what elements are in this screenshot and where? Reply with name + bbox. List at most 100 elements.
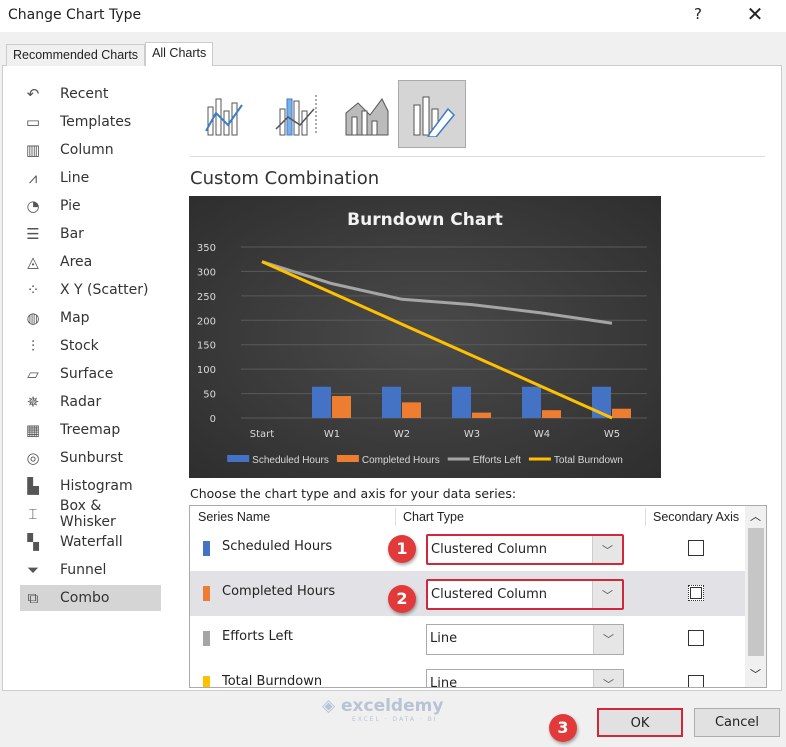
secondary-axis-checkbox[interactable] [688, 585, 704, 601]
series-name: Total Burndown [222, 674, 323, 688]
step-badge-3: 3 [549, 714, 577, 742]
chart-type-dropdown[interactable]: Clustered Column ﹀ [426, 579, 624, 610]
sidebar-item-label: Column [60, 142, 114, 158]
sidebar-item-line[interactable]: ⩘ Line [20, 165, 161, 191]
sidebar-item-bar[interactable]: ☰ Bar [20, 221, 161, 247]
series-name: Completed Hours [222, 584, 336, 599]
x-tick-label: W4 [534, 429, 550, 440]
series-prompt: Choose the chart type and axis for your … [190, 486, 517, 501]
step-badge-2: 2 [388, 585, 416, 613]
y-tick-label: 350 [197, 243, 216, 254]
legend-label: Efforts Left [473, 455, 521, 466]
table-row: Efforts Left Line ﹀ [190, 616, 745, 661]
recent-icon: ↶ [26, 85, 40, 103]
sidebar-item-templates[interactable]: ▭ Templates [20, 109, 161, 135]
combo-chart-icon: ⧉ [27, 589, 39, 607]
table-row: Scheduled Hours Clustered Column ﹀ [190, 526, 745, 571]
bar-completed-hours [542, 410, 561, 418]
sidebar-item-label: X Y (Scatter) [60, 282, 149, 298]
chevron-down-icon[interactable]: ﹀ [593, 625, 623, 654]
sidebar-item-funnel[interactable]: ⏷ Funnel [20, 557, 161, 583]
sidebar-item-histogram[interactable]: ▙ Histogram [20, 473, 161, 499]
scatter-chart-icon: ⁘ [26, 281, 40, 299]
sidebar-item-label: Combo [60, 590, 110, 606]
sidebar-item-recent[interactable]: ↶ Recent [20, 81, 161, 107]
secondary-axis-checkbox[interactable] [688, 540, 704, 556]
sidebar-item-treemap[interactable]: ▦ Treemap [20, 417, 161, 443]
y-tick-label: 0 [210, 414, 216, 425]
sidebar-item-pie[interactable]: ◔ Pie [20, 193, 161, 219]
area-chart-icon: ◬ [27, 253, 39, 271]
legend-swatch [227, 455, 250, 462]
sidebar-item-label: Treemap [60, 422, 121, 438]
cancel-button[interactable]: Cancel [694, 708, 780, 737]
sidebar-item-label: Map [60, 310, 90, 326]
secondary-axis-checkbox[interactable] [688, 630, 704, 646]
bar-completed-hours [612, 408, 631, 418]
pie-chart-icon: ◔ [26, 197, 40, 215]
line-efforts-left [261, 260, 613, 325]
combo-column-line-secondary-thumb[interactable] [262, 80, 330, 148]
tab-all-charts[interactable]: All Charts [145, 42, 214, 66]
sidebar-item-label: Waterfall [60, 534, 123, 550]
sidebar-item-sunburst[interactable]: ◎ Sunburst [20, 445, 161, 471]
x-tick-label: W5 [604, 429, 620, 440]
chevron-down-icon[interactable]: ﹀ [592, 581, 622, 608]
title-bar [0, 0, 786, 32]
scroll-up-icon[interactable]: ︿ [750, 510, 761, 523]
sidebar-item-area[interactable]: ◬ Area [20, 249, 161, 275]
legend-label: Completed Hours [362, 455, 440, 466]
column-chart-icon: ▥ [25, 141, 41, 159]
chart-type-dropdown[interactable]: Clustered Column ﹀ [426, 534, 624, 565]
sidebar-item-column[interactable]: ▥ Column [20, 137, 161, 163]
exceldemy-watermark: ◈ exceldemy EXCEL · DATA · BI [322, 696, 444, 723]
dropdown-value: Line [430, 631, 458, 646]
dropdown-value: Clustered Column [431, 587, 548, 602]
line-total-burndown [261, 260, 613, 420]
box-whisker-icon: ⌶ [28, 505, 38, 523]
sidebar-item-radar[interactable]: ✵ Radar [20, 389, 161, 415]
sidebar-item-surface[interactable]: ▱ Surface [20, 361, 161, 387]
close-button[interactable]: ✕ [746, 2, 764, 26]
secondary-axis-checkbox[interactable] [688, 675, 704, 687]
help-button[interactable]: ? [694, 5, 702, 23]
chart-preview: Burndown Chart 0 50 100 150 200 250 300 350 Star… [189, 196, 661, 478]
table-row: Completed Hours Clustered Column ﹀ [190, 571, 745, 616]
treemap-icon: ▦ [25, 421, 41, 439]
sidebar-item-map[interactable]: ◍ Map [20, 305, 161, 331]
sidebar-item-box-whisker[interactable]: ⌶ Box & Whisker [20, 498, 161, 530]
histogram-icon: ▙ [27, 477, 39, 495]
sidebar-item-stock[interactable]: ⫶ Stock [20, 333, 161, 359]
x-tick-label: W3 [464, 429, 480, 440]
sidebar-item-x-y-scatter-[interactable]: ⁘ X Y (Scatter) [20, 277, 161, 303]
custom-combination-thumb[interactable] [398, 80, 466, 148]
surface-chart-icon: ▱ [27, 365, 39, 383]
series-table: Series Name Chart Type Secondary Axis Sc… [189, 505, 767, 688]
dropdown-value: Line [430, 676, 458, 688]
tab-recommended-charts[interactable]: Recommended Charts [6, 44, 146, 66]
sidebar-item-waterfall[interactable]: ▚ Waterfall [20, 529, 161, 555]
chart-type-dropdown[interactable]: Line ﹀ [426, 624, 624, 655]
combo-clustered-column-line-thumb[interactable] [192, 80, 260, 148]
bar-completed-hours [472, 412, 491, 418]
x-tick-label: Start [250, 429, 275, 440]
y-tick-label: 300 [197, 267, 216, 278]
bar-scheduled-hours [522, 386, 541, 418]
step-badge-1: 1 [388, 535, 416, 563]
map-chart-icon: ◍ [26, 309, 40, 327]
chevron-down-icon[interactable]: ﹀ [593, 670, 623, 687]
section-title: Custom Combination [190, 168, 380, 189]
dialog-title: Change Chart Type [8, 7, 142, 23]
combo-area-column-thumb[interactable] [332, 80, 400, 148]
sidebar-item-label: Recent [60, 86, 109, 102]
sidebar-item-combo[interactable]: ⧉ Combo [20, 585, 161, 611]
legend-swatch [336, 455, 359, 462]
ok-button[interactable]: OK [597, 708, 683, 737]
x-tick-label: W2 [394, 429, 410, 440]
chart-type-dropdown[interactable]: Line ﹀ [426, 669, 624, 688]
divider [190, 156, 765, 157]
scrollbar-thumb[interactable] [748, 528, 764, 656]
sidebar-item-label: Templates [60, 114, 132, 130]
chevron-down-icon[interactable]: ﹀ [592, 536, 622, 563]
scroll-down-icon[interactable]: ﹀ [750, 668, 761, 681]
